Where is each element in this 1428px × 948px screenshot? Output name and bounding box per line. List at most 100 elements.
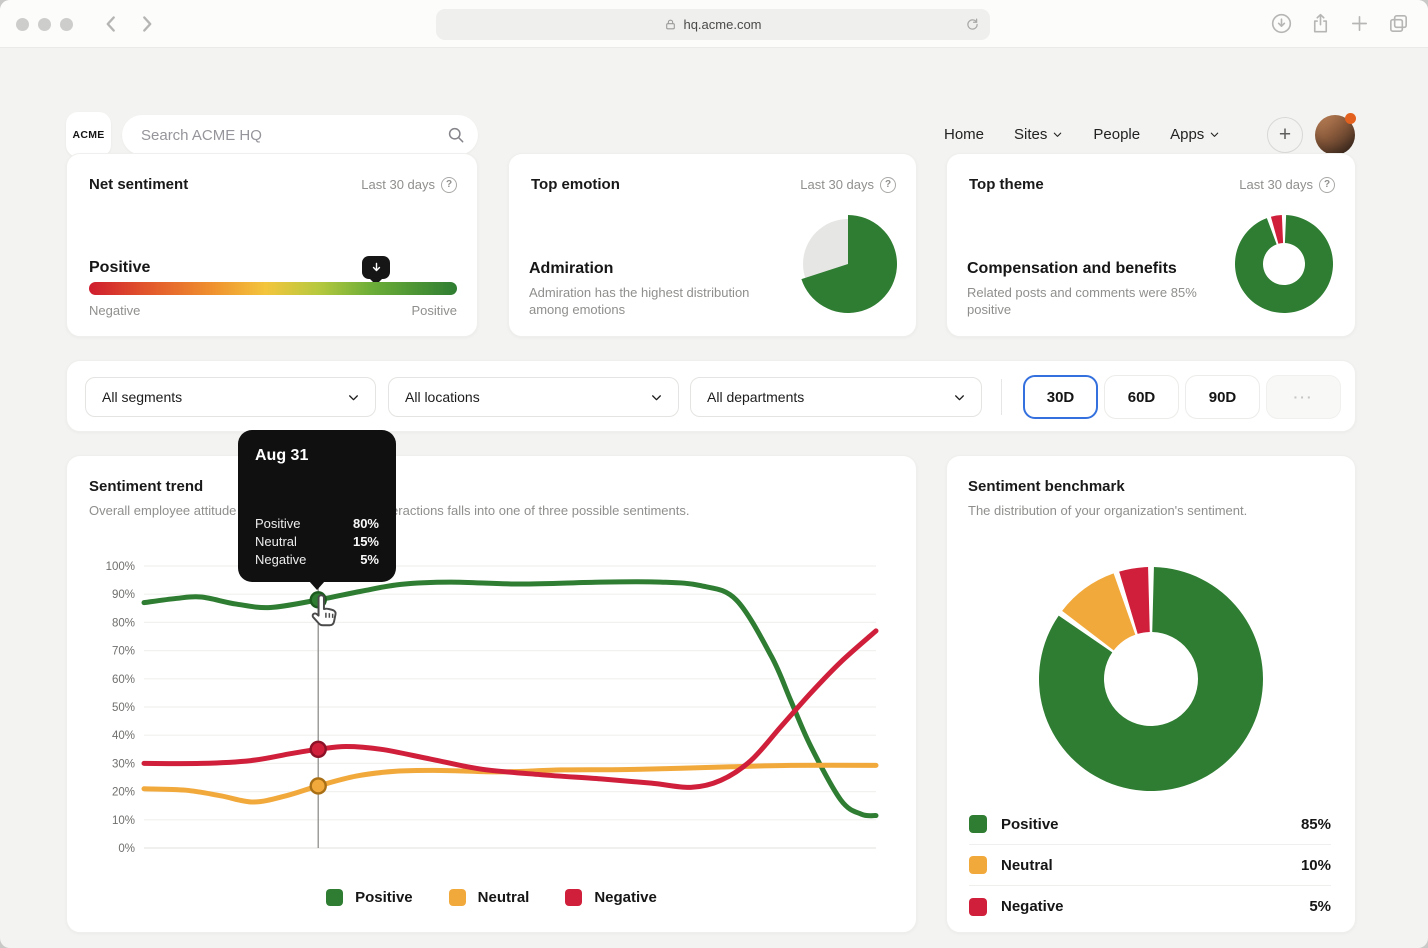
top-theme-description: Related posts and comments were 85% posi… — [967, 285, 1197, 317]
period-label: Last 30 days — [1239, 177, 1313, 192]
nav-item-home[interactable]: Home — [944, 126, 985, 143]
neutral-swatch — [448, 889, 466, 906]
chevron-right-icon — [143, 16, 152, 32]
sentiment-gradient-bar — [89, 282, 457, 295]
card-title: Top theme — [969, 176, 1044, 193]
chevron-down-icon — [652, 394, 661, 400]
top-emotion-value: Admiration — [529, 260, 614, 277]
hand-cursor-icon — [311, 594, 337, 627]
back-button[interactable] — [98, 11, 124, 37]
nav-item-people[interactable]: People — [1093, 126, 1141, 143]
url-text: hq.acme.com — [683, 17, 762, 32]
top-theme-card: Top theme Last 30 days? Compensation and… — [946, 153, 1356, 337]
lock-icon — [666, 19, 676, 30]
svg-text:10%: 10% — [112, 815, 135, 827]
chevron-down-icon — [1054, 132, 1062, 137]
neutral-swatch — [969, 856, 987, 874]
search-icon[interactable] — [446, 125, 466, 145]
acme-logo[interactable]: ACME — [66, 112, 111, 157]
trend-legend: Positive Neutral Negative — [67, 889, 916, 906]
address-bar[interactable]: hq.acme.com — [436, 9, 990, 40]
legend-row-neutral: Neutral 10% — [969, 845, 1331, 886]
top-emotion-card: Top emotion Last 30 days? Admiration Adm… — [508, 153, 917, 337]
negative-swatch — [565, 889, 583, 906]
nav-item-apps[interactable]: Apps — [1170, 126, 1220, 143]
sentiment-trend-chart[interactable]: 0% 10% 20% 30% 40% 50% 60% 70% 80% 90% 100% — [87, 551, 887, 866]
chevron-left-icon — [106, 16, 115, 32]
segments-dropdown[interactable]: All segments — [85, 377, 376, 417]
help-icon[interactable]: ? — [1319, 176, 1335, 193]
benchmark-legend: Positive 85% Neutral 10% Negative 5% — [969, 804, 1331, 927]
minimize-window-button[interactable] — [38, 18, 51, 31]
svg-text:30%: 30% — [112, 758, 135, 770]
emotion-pie-chart — [801, 215, 897, 313]
range-button-30d[interactable]: 30D — [1023, 375, 1098, 419]
range-button-60d[interactable]: 60D — [1104, 375, 1179, 419]
sentiment-benchmark-card: Sentiment benchmark The distribution of … — [946, 455, 1356, 933]
search-input[interactable] — [122, 115, 478, 155]
legend-item-negative: Negative — [565, 889, 657, 906]
svg-text:70%: 70% — [112, 646, 135, 658]
help-icon[interactable]: ? — [880, 176, 896, 193]
net-sentiment-card: Net sentiment Last 30 days? Positive Neg… — [66, 153, 478, 337]
nav-item-sites[interactable]: Sites — [1014, 126, 1063, 143]
card-title: Sentiment benchmark — [968, 478, 1125, 495]
downloads-icon[interactable] — [1270, 12, 1293, 35]
tooltip-row-negative: Negative 5% — [255, 552, 379, 567]
filter-bar: All segments All locations All departmen… — [66, 360, 1356, 432]
forward-button[interactable] — [134, 11, 160, 37]
legend-item-positive: Positive — [326, 889, 413, 906]
svg-text:40%: 40% — [112, 730, 135, 742]
create-button[interactable]: + — [1267, 117, 1303, 153]
svg-text:100%: 100% — [106, 561, 135, 573]
new-tab-icon[interactable] — [1348, 12, 1371, 35]
close-window-button[interactable] — [16, 18, 29, 31]
theme-donut-chart — [1235, 215, 1333, 313]
more-ranges-button[interactable]: ··· — [1266, 375, 1341, 419]
browser-toolbar: hq.acme.com — [0, 0, 1428, 48]
top-emotion-description: Admiration has the highest distribution … — [529, 285, 750, 317]
reload-icon[interactable] — [964, 16, 981, 33]
positive-swatch — [326, 889, 344, 906]
app-header: ACME Home Sites People Apps + — [0, 48, 1428, 157]
scale-max-label: Positive — [411, 303, 457, 318]
sentiment-trend-card: Sentiment trend Overall employee attitud… — [66, 455, 917, 933]
arrow-down-icon — [372, 262, 380, 272]
help-icon[interactable]: ? — [441, 176, 457, 193]
legend-row-negative: Negative 5% — [969, 886, 1331, 927]
chart-tooltip: Aug 31 Positive 80% Neutral 15% Negative 5% — [238, 430, 396, 590]
benchmark-donut-chart[interactable] — [1034, 562, 1268, 796]
negative-swatch — [969, 897, 987, 916]
scale-min-label: Negative — [89, 303, 141, 318]
share-icon[interactable] — [1309, 12, 1332, 35]
legend-row-positive: Positive 85% — [969, 804, 1331, 845]
svg-text:90%: 90% — [112, 589, 135, 601]
svg-text:80%: 80% — [112, 617, 135, 629]
chevron-down-icon — [349, 394, 358, 400]
benchmark-description: The distribution of your organization's … — [968, 503, 1248, 518]
departments-dropdown[interactable]: All departments — [690, 377, 982, 417]
top-theme-value: Compensation and benefits — [967, 260, 1177, 277]
notification-dot — [1345, 113, 1356, 124]
svg-text:60%: 60% — [112, 674, 135, 686]
tooltip-row-neutral: Neutral 15% — [255, 534, 379, 549]
tooltip-row-positive: Positive 80% — [255, 516, 379, 531]
locations-dropdown[interactable]: All locations — [388, 377, 679, 417]
divider — [1001, 379, 1002, 415]
card-title: Net sentiment — [89, 176, 189, 193]
period-label: Last 30 days — [361, 177, 435, 192]
net-sentiment-value: Positive — [89, 259, 151, 276]
tabs-overview-icon[interactable] — [1387, 12, 1410, 35]
chevron-down-icon — [955, 394, 964, 400]
avatar[interactable] — [1315, 113, 1356, 155]
sentiment-marker — [362, 256, 390, 279]
tooltip-date: Aug 31 — [255, 447, 309, 464]
main-nav: Home Sites People Apps — [944, 96, 1220, 173]
zoom-window-button[interactable] — [60, 18, 73, 31]
window-controls[interactable] — [16, 18, 73, 31]
period-label: Last 30 days — [800, 177, 874, 192]
range-button-90d[interactable]: 90D — [1185, 375, 1260, 419]
svg-text:20%: 20% — [112, 787, 135, 799]
chevron-down-icon — [1211, 132, 1219, 137]
